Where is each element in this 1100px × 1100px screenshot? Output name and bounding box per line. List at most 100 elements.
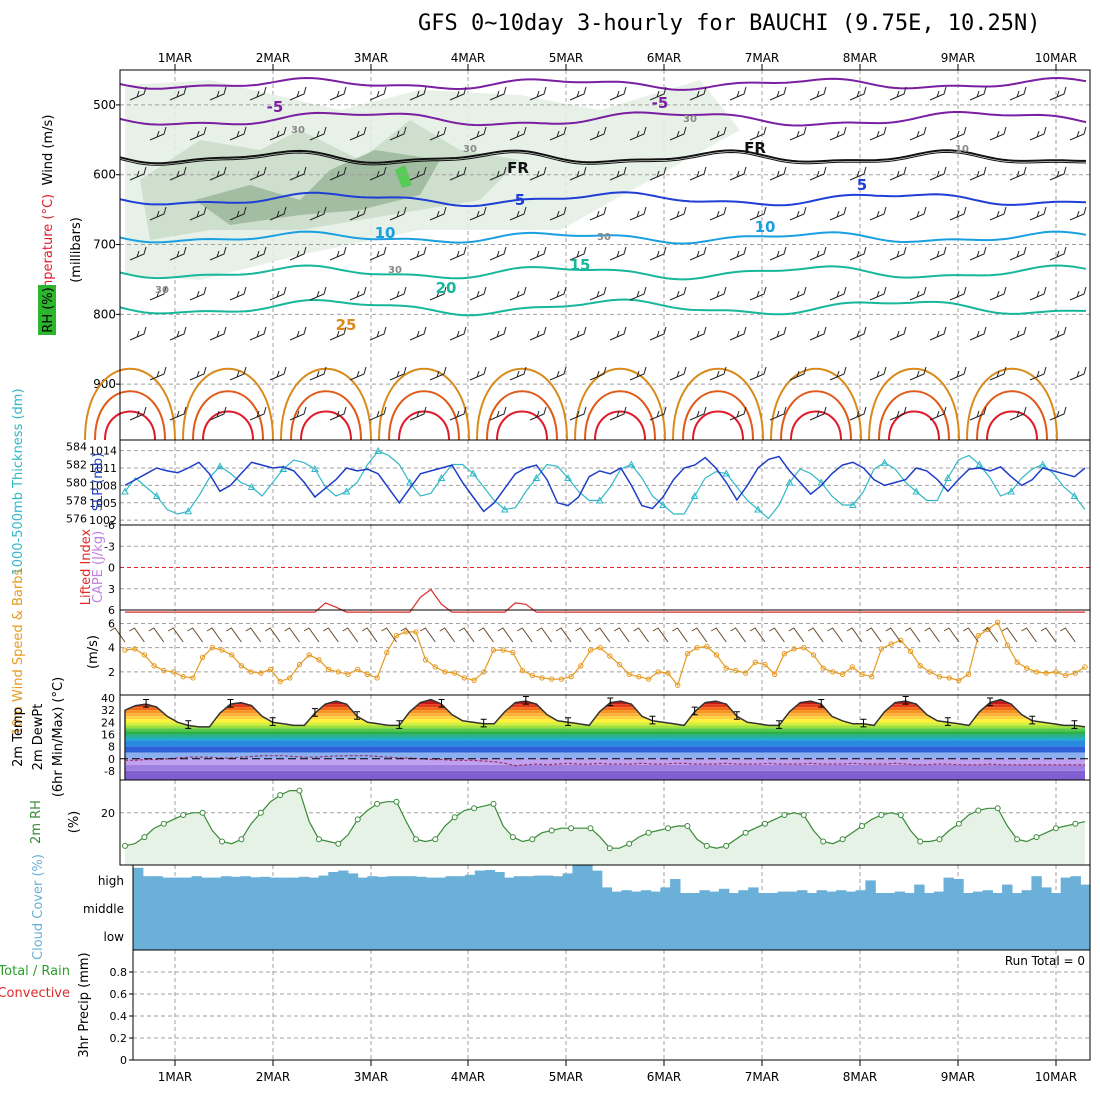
cloud-bar-high (797, 890, 808, 893)
cloud-bar-middle (826, 893, 837, 921)
wind-barb (209, 246, 227, 261)
minmax-bar (438, 699, 445, 708)
cloud-bar-high (133, 867, 144, 893)
cloud-bar-high (650, 891, 661, 893)
rh-point (859, 823, 865, 829)
wind-barb (400, 627, 417, 643)
wind-barb (489, 166, 507, 181)
cloud-bar-high (582, 865, 593, 893)
y-axis-label-part: 2m RH (29, 800, 44, 844)
rh-point (1014, 836, 1021, 843)
thickness-point (849, 500, 857, 508)
wind-speed-point (810, 652, 817, 658)
cloud-bar-high (465, 874, 476, 893)
cloud-bar-high (181, 877, 193, 893)
y-axis-label-part: 2m Temp (11, 707, 26, 767)
thickness-point (437, 473, 446, 481)
cloud-bar-low (1031, 921, 1042, 950)
wind-speed-point (742, 670, 749, 676)
wind-barb (710, 627, 727, 643)
cloud-bar-middle (728, 893, 740, 921)
wind-barb (904, 627, 921, 643)
wind-barb (609, 406, 627, 421)
cloud-bar-middle (465, 893, 476, 921)
wind-speed-point (626, 671, 632, 677)
wind-barb (555, 627, 572, 643)
cloud-bar-low (416, 921, 427, 950)
cloud-bar-middle (1060, 893, 1072, 921)
cloud-bar-low (230, 921, 242, 950)
cloud-bar-middle (875, 893, 886, 921)
cloud-bar-low (972, 921, 984, 950)
warm-isotherm-dome (486, 390, 558, 441)
thickness-point (944, 473, 952, 481)
cloud-bar-middle (435, 893, 447, 921)
cloud-bar-high (318, 875, 329, 893)
warm-isotherm-dome (300, 410, 352, 441)
cloud-level-label: middle (83, 902, 124, 916)
y-axis-label: Wind (m/s) (41, 115, 56, 186)
wind-speed-line (124, 621, 1086, 687)
wind-speed-point (869, 674, 875, 680)
warm-isotherm-dome (378, 367, 470, 441)
wind-barb (169, 86, 187, 101)
wind-barb (569, 326, 587, 341)
wind-barb (129, 627, 145, 643)
temp-tick-label: 32 (101, 704, 115, 717)
wind-barb (169, 406, 187, 421)
contour-label: 5 (857, 176, 867, 194)
thickness-tick-label: 578 (66, 495, 87, 508)
cloud-bar-high (533, 875, 544, 893)
cloud-bar-low (875, 921, 886, 950)
rh-point (199, 809, 206, 816)
cloud-bar-high (455, 876, 466, 893)
top-date-label: 4MAR (451, 51, 486, 65)
wind-speed-point (927, 669, 933, 675)
cloud-bar-high (816, 890, 827, 893)
rh-point (665, 825, 671, 832)
cloud-bar-low (611, 921, 622, 950)
cloud-bar-low (592, 921, 603, 950)
wind-speed-point (917, 663, 923, 669)
cloud-bar-middle (640, 893, 652, 921)
slp-tick-label: 1014 (89, 445, 117, 458)
wind-barb (1049, 166, 1067, 181)
wind-barb (109, 627, 126, 643)
cloud-bar-low (426, 921, 437, 950)
cloud-bar-high (640, 890, 652, 893)
wind-barb (349, 286, 367, 301)
wind-barb (409, 86, 427, 101)
wind-speed-point (490, 647, 497, 653)
wind-barb (989, 126, 1007, 141)
cloud-bar-low (660, 921, 671, 950)
minmax-bar (944, 717, 951, 726)
thickness-point (500, 505, 509, 513)
thickness-point (722, 469, 731, 477)
precip-y-label: Total / Rain Convective 3hr Precip (mm) (0, 952, 92, 1057)
cloud-bar-high (738, 890, 749, 893)
cloud-bar-low (220, 921, 232, 950)
contour-label: 25 (336, 316, 357, 334)
wind-speed-point (752, 659, 758, 665)
rh-point (897, 812, 904, 818)
temp-band (125, 725, 1085, 729)
rh-point (820, 838, 827, 845)
minmax-bar (860, 718, 867, 728)
cloud-bar-middle (1050, 893, 1062, 921)
cloud-bar-low (738, 921, 749, 950)
wind-barb (569, 166, 587, 181)
temp-band (125, 758, 1085, 765)
wind-speed-point (665, 670, 671, 676)
cloud-bar-middle (953, 893, 964, 921)
wind-speed-point (161, 667, 167, 674)
wind-barb (829, 206, 847, 221)
wind-barb (989, 286, 1007, 301)
temp-tick-label: 40 (101, 692, 115, 705)
cloud-bar-high (289, 877, 300, 893)
cloud-bar-middle (240, 893, 251, 921)
temp-y-label: 2m Temp 2m DewPt (6hr Min/Max) (°C) (11, 677, 66, 797)
wind-barb (309, 126, 327, 141)
rh-point (994, 805, 1001, 812)
wind-barb (361, 627, 378, 643)
cloud-bar-low (963, 921, 974, 950)
